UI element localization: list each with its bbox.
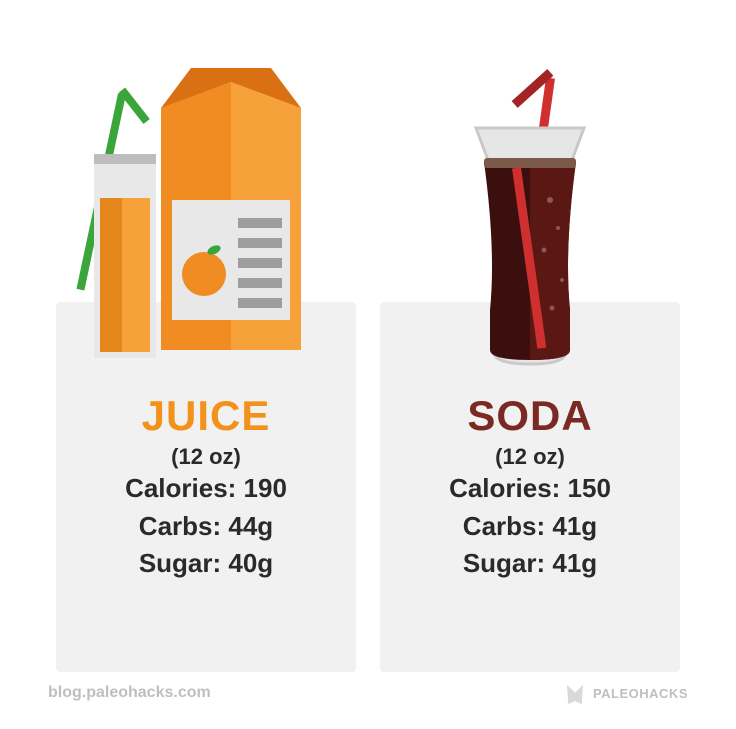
juice-title: JUICE [56, 392, 356, 440]
juice-text: JUICE (12 oz) Calories: 190 Carbs: 44g S… [56, 380, 356, 583]
source-url: blog.paleohacks.com [48, 684, 211, 702]
soda-serving: (12 oz) [380, 444, 680, 470]
juice-illustration [56, 50, 356, 380]
brand-logo-icon [561, 681, 589, 705]
soda-stat-calories: Calories: 150 [380, 470, 680, 508]
juice-stat-calories: Calories: 190 [56, 470, 356, 508]
juice-stat-carbs: Carbs: 44g [56, 508, 356, 546]
soda-title: SODA [380, 392, 680, 440]
soda-text: SODA (12 oz) Calories: 150 Carbs: 41g Su… [380, 380, 680, 583]
brand-logo-text: PALEOHACKS [593, 686, 688, 701]
soda-stat-carbs: Carbs: 41g [380, 508, 680, 546]
juice-serving: (12 oz) [56, 444, 356, 470]
soda-illustration [380, 50, 680, 380]
brand-logo: PALEOHACKS [561, 681, 688, 705]
soda-card: SODA (12 oz) Calories: 150 Carbs: 41g Su… [380, 50, 680, 583]
footer: blog.paleohacks.com PALEOHACKS [0, 681, 736, 705]
juice-card: JUICE (12 oz) Calories: 190 Carbs: 44g S… [56, 50, 356, 583]
juice-stat-sugar: Sugar: 40g [56, 545, 356, 583]
soda-stat-sugar: Sugar: 41g [380, 545, 680, 583]
